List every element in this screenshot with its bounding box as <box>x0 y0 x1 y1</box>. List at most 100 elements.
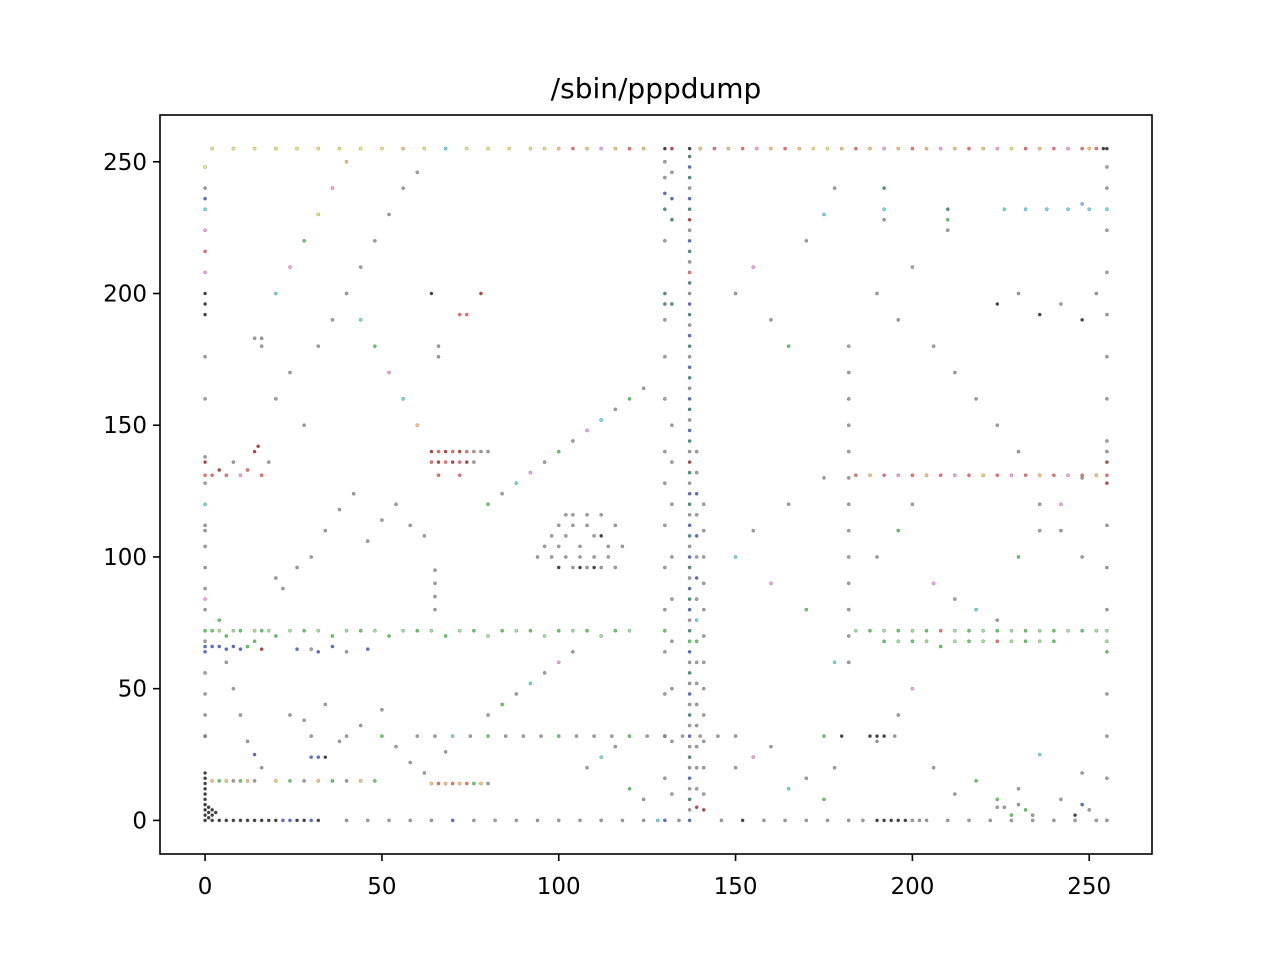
data-point <box>585 428 589 433</box>
data-point <box>571 523 575 528</box>
data-point <box>528 146 533 151</box>
data-point <box>302 423 306 427</box>
data-point <box>606 555 611 559</box>
data-point <box>953 473 957 478</box>
data-point <box>663 146 667 151</box>
data-point <box>238 473 243 478</box>
data-point <box>861 818 865 823</box>
data-point <box>627 787 632 791</box>
data-point <box>1037 473 1042 478</box>
data-point <box>687 407 692 412</box>
data-point <box>210 146 214 151</box>
x-tick-label: 50 <box>367 874 396 900</box>
data-point <box>203 734 207 738</box>
data-point <box>687 491 692 496</box>
data-point <box>687 439 692 443</box>
data-point <box>896 713 901 717</box>
data-point <box>804 776 809 781</box>
data-point <box>694 491 699 496</box>
data-point <box>259 473 264 478</box>
data-point <box>1105 818 1109 823</box>
data-point <box>687 270 692 275</box>
data-point <box>953 639 957 644</box>
data-point <box>804 239 809 243</box>
data-point <box>224 818 229 823</box>
data-point <box>892 734 897 738</box>
data-point <box>1052 473 1056 478</box>
data-point <box>486 713 490 717</box>
data-point <box>687 323 692 327</box>
data-point <box>846 634 851 638</box>
data-point <box>620 544 625 549</box>
data-point <box>245 818 250 823</box>
data-point <box>316 650 321 654</box>
data-point <box>337 146 342 151</box>
data-point <box>1073 818 1077 823</box>
data-point <box>358 723 363 728</box>
data-point <box>1105 270 1109 275</box>
data-point <box>422 534 427 538</box>
data-point <box>252 146 257 151</box>
data-point <box>687 312 692 317</box>
data-point <box>1105 312 1109 317</box>
data-point <box>203 818 207 823</box>
data-point <box>783 818 787 823</box>
data-point <box>1094 146 1099 151</box>
y-tick-label: 100 <box>103 545 147 571</box>
data-point <box>224 647 229 651</box>
data-point <box>606 544 611 549</box>
data-point <box>875 734 879 738</box>
data-point <box>1052 639 1056 644</box>
data-point <box>528 628 533 633</box>
data-point <box>514 481 519 485</box>
data-point <box>429 291 434 296</box>
data-point <box>288 713 292 717</box>
data-point <box>309 755 313 759</box>
data-point <box>1105 146 1109 151</box>
data-point <box>585 523 589 528</box>
data-point <box>309 647 313 651</box>
data-point <box>344 779 349 783</box>
data-point <box>358 265 363 269</box>
data-point <box>910 639 915 644</box>
data-point <box>486 781 490 786</box>
data-point <box>528 681 533 686</box>
data-point <box>687 207 692 211</box>
data-point <box>1105 481 1109 485</box>
data-point <box>687 196 692 201</box>
data-point <box>323 528 328 533</box>
data-point <box>203 473 207 478</box>
data-point <box>663 302 667 306</box>
data-point <box>429 628 434 633</box>
data-point <box>1030 818 1035 823</box>
data-point <box>733 734 738 738</box>
data-point <box>924 628 929 633</box>
y-tick-label: 0 <box>132 808 147 834</box>
data-point <box>599 755 603 759</box>
data-point <box>903 818 908 823</box>
data-point <box>564 555 568 559</box>
data-point <box>882 818 886 823</box>
data-point <box>1009 813 1014 817</box>
data-point <box>687 607 692 612</box>
data-point <box>1105 207 1109 211</box>
data-point <box>663 650 667 654</box>
data-point <box>224 473 229 478</box>
data-point <box>1009 639 1014 644</box>
data-point <box>557 565 561 570</box>
data-point <box>203 813 207 817</box>
data-point <box>882 734 886 738</box>
data-point <box>238 647 243 651</box>
data-point <box>1094 473 1099 478</box>
data-point <box>380 146 384 151</box>
data-point <box>854 146 858 151</box>
data-point <box>592 534 596 538</box>
data-point <box>309 734 313 738</box>
data-point <box>486 634 490 638</box>
data-point <box>786 787 791 791</box>
data-point <box>316 628 321 633</box>
data-point <box>687 281 692 285</box>
data-point <box>344 650 349 654</box>
data-point <box>245 644 250 649</box>
data-point <box>967 473 971 478</box>
